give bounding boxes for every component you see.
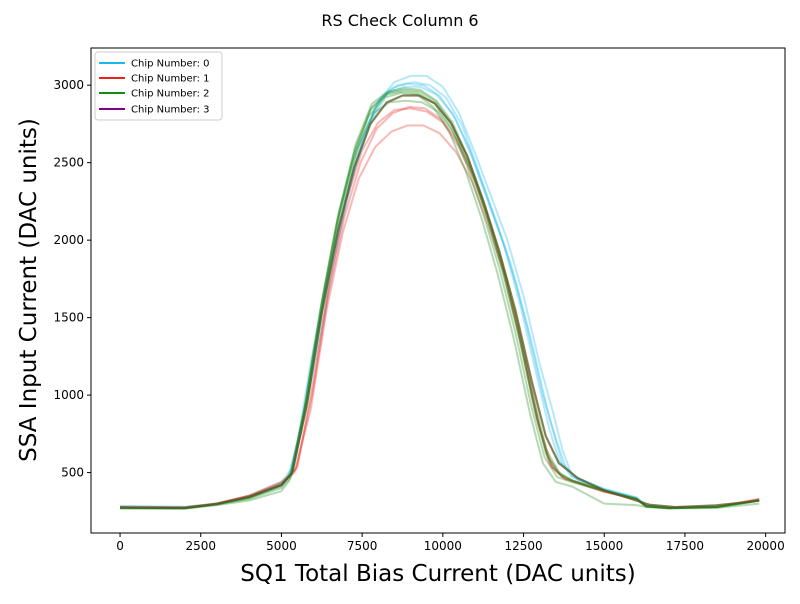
x-tick-label: 15000 — [585, 539, 623, 553]
legend-label: Chip Number: 3 — [131, 105, 210, 116]
y-tick-label: 2500 — [53, 156, 84, 170]
legend-label: Chip Number: 0 — [131, 59, 210, 70]
plot-lines — [120, 74, 760, 510]
y-tick-label: 2000 — [53, 233, 84, 247]
legend-label: Chip Number: 1 — [131, 74, 210, 85]
x-tick-label: 17500 — [666, 539, 704, 553]
chart-title: RS Check Column 6 — [321, 11, 478, 30]
legend: Chip Number: 0 Chip Number: 1 Chip Numbe… — [94, 51, 223, 121]
x-tick-label: 0 — [116, 539, 124, 553]
y-axis-label: SSA Input Current (DAC units) — [16, 118, 42, 462]
x-tick-label: 20000 — [747, 539, 785, 553]
legend-entry: Chip Number: 3 — [99, 105, 210, 116]
plot-area-frame — [90, 47, 786, 534]
x-tick-label: 2500 — [185, 539, 216, 553]
y-tick-label: 1500 — [53, 311, 84, 325]
legend-entry: Chip Number: 2 — [99, 89, 210, 100]
y-tick-label: 3000 — [53, 78, 84, 92]
series-line — [120, 91, 760, 510]
x-tick-label: 7500 — [347, 539, 378, 553]
legend-label: Chip Number: 2 — [131, 89, 210, 100]
legend-box — [94, 51, 223, 121]
x-tick-label: 10000 — [424, 539, 462, 553]
y-tick-label: 1000 — [53, 388, 84, 402]
legend-entry: Chip Number: 0 — [99, 59, 210, 70]
mean-line — [120, 94, 760, 509]
x-axis-label: SQ1 Total Bias Current (DAC units) — [240, 561, 635, 587]
axis-ticks: 0 2500 5000 7500 10000 12500 15000 17500 20000 50… — [53, 78, 784, 553]
x-tick-label: 5000 — [266, 539, 297, 553]
y-tick-label: 500 — [61, 466, 84, 480]
x-tick-label: 12500 — [504, 539, 542, 553]
legend-entry: Chip Number: 1 — [99, 74, 210, 85]
